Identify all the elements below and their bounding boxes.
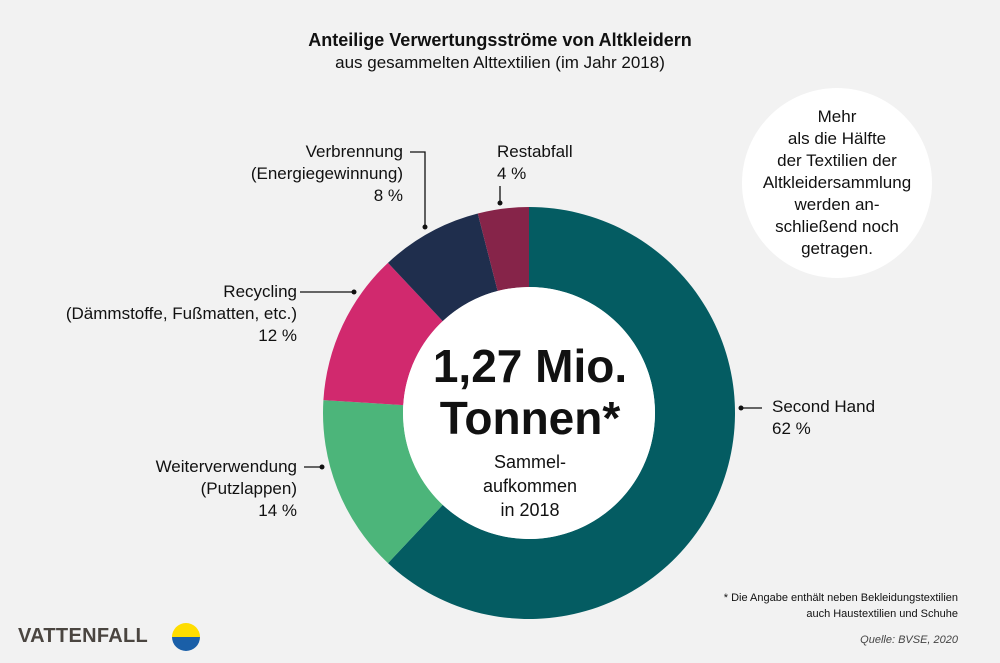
label-name: Verbrennung — [305, 142, 403, 161]
footnote-line: * Die Angabe enthält neben Bekleidungste… — [723, 592, 958, 604]
donut-hole — [403, 287, 655, 539]
vattenfall-logo-icon — [172, 623, 200, 651]
slice-weiterverwendung — [323, 400, 443, 564]
slice-second-hand — [387, 207, 735, 619]
label-value: 4 % — [497, 164, 527, 183]
label-name: Recycling — [223, 282, 297, 301]
label-name: Second Hand — [772, 397, 876, 416]
leader-dot — [422, 224, 428, 230]
footnote: * Die Angabe enthält neben Bekleidungste… — [724, 590, 958, 622]
slice-recycling — [323, 262, 443, 406]
leader-dot — [497, 200, 503, 206]
center-line2: Tonnen* — [439, 392, 621, 444]
label-detail: (Energiegewinnung) — [250, 164, 403, 183]
leader-dot — [351, 289, 357, 295]
center-sub3: in 2018 — [500, 500, 560, 520]
leader-dot — [738, 405, 744, 411]
leader-dot — [319, 464, 325, 470]
vattenfall-logo: VATTENFALL — [18, 625, 149, 647]
center-sub2: aufkommen — [482, 476, 578, 496]
chart-title: Anteilige Verwertungsströme von Altkleid… — [308, 30, 692, 50]
label-value: 62 % — [772, 419, 811, 438]
center-total: 1,27 Mio. Tonnen* — [380, 340, 680, 444]
bubble-line: Mehr — [817, 107, 857, 126]
center-caption: Sammel- aufkommen in 2018 — [430, 450, 630, 522]
bubble-line: der Textilien der — [777, 151, 897, 170]
label-detail: (Dämmstoffe, Fußmatten, etc.) — [65, 304, 297, 323]
label-value: 14 % — [258, 501, 297, 520]
source-note: Quelle: BVSE, 2020 — [860, 634, 958, 646]
label-restabfall: Restabfall 4 % — [497, 141, 573, 185]
leader-lines — [300, 151, 762, 468]
slice-verbrennung — [387, 213, 498, 322]
footnote-line: auch Haustextilien und Schuhe — [806, 608, 958, 620]
label-weiterverwendung: Weiterverwendung (Putzlappen) 14 % — [156, 456, 297, 522]
label-name: Weiterverwendung — [155, 457, 297, 476]
label-verbrennung: Verbrennung (Energiegewinnung) 8 % — [251, 141, 403, 207]
label-name: Restabfall — [497, 142, 573, 161]
label-second-hand: Second Hand 62 % — [772, 396, 875, 440]
label-value: 12 % — [258, 326, 297, 345]
center-line1: 1,27 Mio. — [432, 340, 628, 392]
bubble-line: werden an- — [794, 195, 880, 214]
leader-verbrennung — [410, 151, 426, 227]
chart-subtitle: aus gesammelten Alttextilien (im Jahr 20… — [335, 53, 665, 72]
info-bubble: Mehr als die Hälfte der Textilien der Al… — [742, 88, 932, 278]
center-sub1: Sammel- — [493, 452, 566, 472]
label-detail: (Putzlappen) — [200, 479, 297, 498]
bubble-line: schließend noch — [775, 217, 899, 236]
bubble-line: als die Hälfte — [787, 129, 887, 148]
label-value: 8 % — [373, 186, 403, 205]
slice-restabfall — [477, 207, 529, 291]
bubble-line: Altkleidersammlung — [762, 173, 912, 192]
bubble-line: getragen. — [801, 239, 873, 258]
label-recycling: Recycling (Dämmstoffe, Fußmatten, etc.) … — [66, 281, 297, 347]
